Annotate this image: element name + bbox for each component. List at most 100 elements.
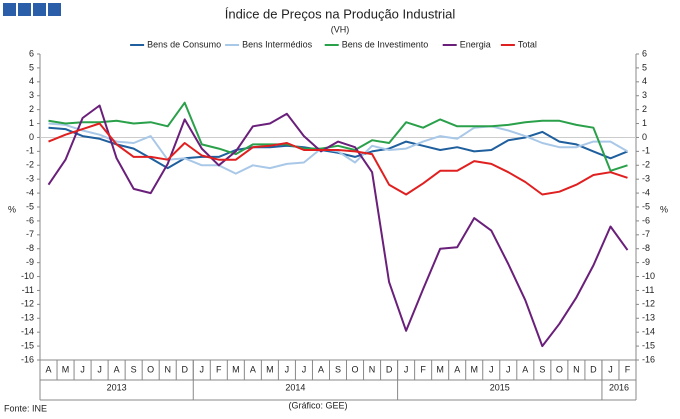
- x-tick-label: A: [454, 364, 460, 374]
- x-tick-label: A: [46, 364, 52, 374]
- series-line: [48, 122, 628, 196]
- x-tick-label: S: [539, 364, 545, 374]
- y2-tick-label: -12: [642, 299, 655, 309]
- x-tick-label: D: [590, 364, 597, 374]
- x-tick-label: N: [164, 364, 171, 374]
- x-tick-label: D: [181, 364, 188, 374]
- y2-tick-label: 2: [642, 104, 647, 114]
- year-label: 2013: [107, 382, 127, 392]
- y2-tick-label: 3: [642, 90, 647, 100]
- x-tick-label: M: [62, 364, 70, 374]
- x-tick-label: J: [302, 364, 307, 374]
- y-tick-label: -4: [26, 187, 34, 197]
- y-tick-label: 3: [29, 90, 34, 100]
- y2-tick-label: -9: [642, 257, 650, 267]
- credit: (Gráfico: GEE): [288, 400, 347, 410]
- legend-label: Bens de Investimento: [342, 39, 429, 49]
- x-tick-label: S: [131, 364, 137, 374]
- y2-tick-label: -7: [642, 229, 650, 239]
- x-tick-label: M: [470, 364, 478, 374]
- x-tick-label: O: [352, 364, 359, 374]
- y2-tick-label: -11: [642, 285, 654, 295]
- legend-label: Energia: [460, 39, 491, 49]
- y-tick-label: -5: [26, 201, 34, 211]
- x-tick-label: F: [420, 364, 426, 374]
- x-tick-label: A: [318, 364, 324, 374]
- y2-tick-label: -1: [642, 146, 650, 156]
- y-tick-label: -2: [26, 160, 34, 170]
- y2-tick-label: -10: [642, 271, 655, 281]
- x-tick-label: J: [489, 364, 494, 374]
- y-tick-label: -3: [26, 174, 34, 184]
- x-tick-label: M: [436, 364, 444, 374]
- series-line: [48, 126, 628, 170]
- x-tick-label: J: [80, 364, 85, 374]
- y2-tick-label: -4: [642, 187, 650, 197]
- y2-axis-label: %: [660, 204, 668, 214]
- logo: [3, 3, 61, 16]
- x-tick-label: J: [97, 364, 102, 374]
- series-line: [48, 122, 628, 175]
- y-tick-label: -14: [21, 327, 34, 337]
- y-tick-label: 6: [29, 48, 34, 58]
- y2-tick-label: -8: [642, 243, 650, 253]
- legend-label: Bens de Consumo: [147, 39, 221, 49]
- x-tick-label: M: [232, 364, 240, 374]
- x-tick-label: J: [200, 364, 205, 374]
- y2-tick-label: 4: [642, 76, 647, 86]
- y-tick-label: 1: [29, 118, 34, 128]
- y-tick-label: -13: [21, 313, 34, 323]
- y-tick-label: 4: [29, 76, 34, 86]
- x-tick-label: J: [404, 364, 409, 374]
- y-tick-label: -9: [26, 257, 34, 267]
- y2-tick-label: -5: [642, 201, 650, 211]
- y-tick-label: -8: [26, 243, 34, 253]
- x-tick-label: S: [335, 364, 341, 374]
- series-line: [48, 101, 628, 172]
- y-tick-label: -15: [21, 340, 34, 350]
- y-tick-label: -6: [26, 215, 34, 225]
- y2-tick-label: 6: [642, 48, 647, 58]
- y2-tick-label: 1: [642, 118, 647, 128]
- x-tick-label: A: [522, 364, 528, 374]
- logo-square: [33, 3, 46, 16]
- legend-label: Total: [518, 39, 537, 49]
- logo-square: [18, 3, 31, 16]
- year-label: 2014: [285, 382, 305, 392]
- y2-tick-label: 0: [642, 132, 647, 142]
- y-tick-label: -10: [21, 271, 34, 281]
- source: Fonte: INE: [4, 403, 47, 413]
- y2-tick-label: -15: [642, 340, 655, 350]
- x-tick-label: J: [608, 364, 613, 374]
- y2-tick-label: -3: [642, 174, 650, 184]
- x-tick-label: J: [285, 364, 290, 374]
- y-tick-label: -11: [22, 285, 34, 295]
- x-tick-label: F: [216, 364, 222, 374]
- x-tick-label: A: [250, 364, 256, 374]
- logo-square: [48, 3, 61, 16]
- series-line: [47, 104, 629, 348]
- x-tick-label: O: [556, 364, 563, 374]
- y-tick-label: -12: [21, 299, 34, 309]
- chart-title: Índice de Preços na Produção Industrial: [225, 6, 456, 21]
- x-tick-label: M: [266, 364, 274, 374]
- legend-label: Bens Intermédios: [242, 39, 313, 49]
- y-tick-label: 0: [29, 132, 34, 142]
- year-label: 2016: [609, 382, 629, 392]
- y-tick-label: 2: [29, 104, 34, 114]
- y-tick-label: -16: [21, 354, 34, 364]
- chart-subtitle: (VH): [331, 24, 350, 34]
- y-tick-label: 5: [29, 62, 34, 72]
- x-tick-label: A: [114, 364, 120, 374]
- y2-tick-label: 5: [642, 62, 647, 72]
- logo-square: [3, 3, 16, 16]
- x-tick-label: F: [625, 364, 631, 374]
- y-tick-label: -7: [26, 229, 34, 239]
- x-tick-label: D: [386, 364, 393, 374]
- y2-tick-label: -6: [642, 215, 650, 225]
- x-tick-label: J: [506, 364, 511, 374]
- x-tick-label: O: [147, 364, 154, 374]
- x-tick-label: N: [369, 364, 376, 374]
